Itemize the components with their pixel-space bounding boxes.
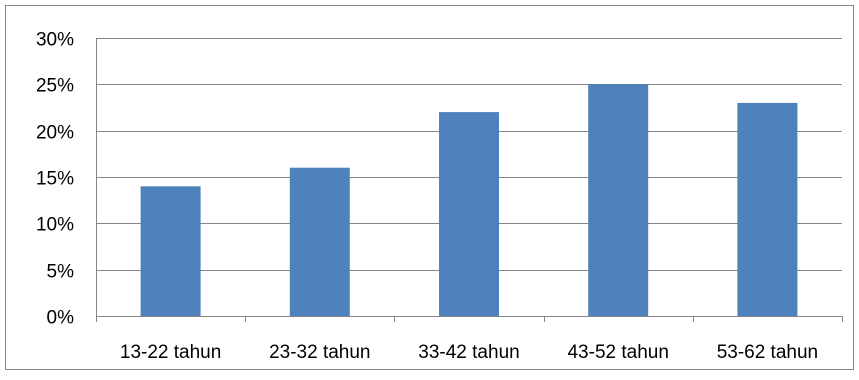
y-tick-label: 20% bbox=[36, 123, 74, 144]
x-tick-label: 23-32 tahun bbox=[269, 342, 370, 363]
y-tick-label: 0% bbox=[47, 308, 75, 329]
y-tick-label: 15% bbox=[36, 169, 74, 190]
x-axis-tick-labels: 13-22 tahun 23-32 tahun 33-42 tahun 43-52 t… bbox=[120, 342, 818, 363]
y-axis-tick-labels: 0% 5% 10% 15% 20% 25% 30% bbox=[36, 30, 74, 329]
bars bbox=[140, 84, 798, 317]
x-tick-label: 43-52 tahun bbox=[567, 342, 668, 363]
x-axis bbox=[96, 38, 843, 322]
x-tick-label: 13-22 tahun bbox=[120, 342, 221, 363]
x-tick-label: 53-62 tahun bbox=[717, 342, 818, 363]
y-tick-label: 5% bbox=[47, 262, 75, 283]
y-tick-label: 25% bbox=[36, 76, 74, 97]
y-tick-label: 30% bbox=[36, 30, 74, 51]
x-tick-label: 33-42 tahun bbox=[418, 342, 519, 363]
bar-23-32-tahun bbox=[289, 167, 350, 316]
bar-43-52-tahun bbox=[588, 84, 649, 316]
bar-53-62-tahun bbox=[737, 102, 798, 317]
chart-border bbox=[5, 5, 854, 370]
bar-33-42-tahun bbox=[439, 112, 499, 316]
y-tick-label: 10% bbox=[36, 215, 74, 236]
bar-13-22-tahun bbox=[140, 186, 201, 316]
